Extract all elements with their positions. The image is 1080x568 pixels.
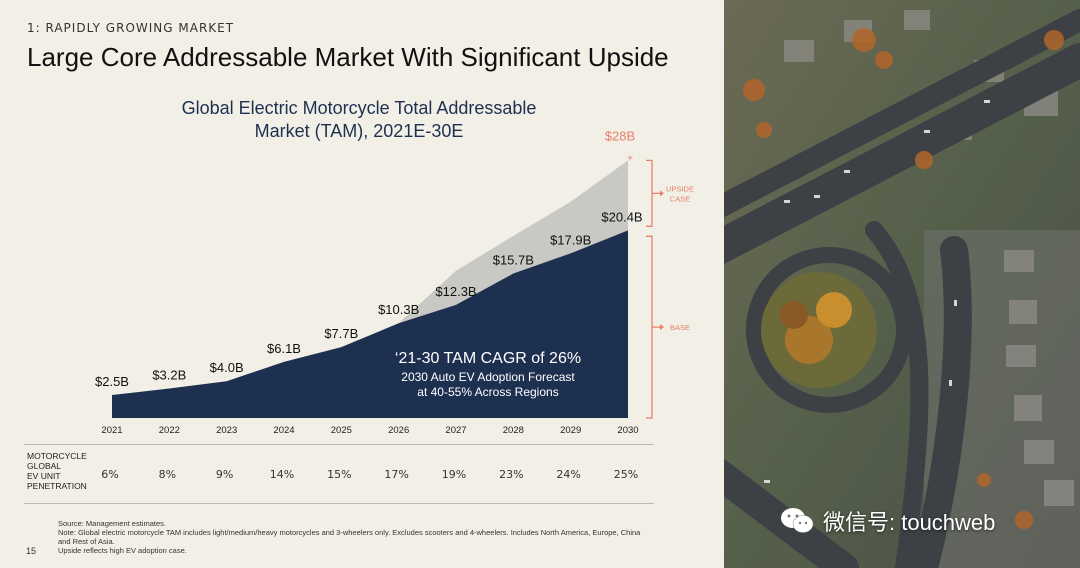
wechat-icon <box>781 508 814 533</box>
data-label: $6.1B <box>267 341 301 356</box>
penetration-label-line: MOTORCYCLE <box>27 451 87 461</box>
footnotes: Source: Management estimates. Note: Glob… <box>58 519 698 555</box>
chart-title-line-1: Global Electric Motorcycle Total Address… <box>182 98 537 118</box>
penetration-label: MOTORCYCLE GLOBAL EV UNIT PENETRATION <box>27 451 97 491</box>
penetration-value: 14% <box>269 468 295 481</box>
data-label: $3.2B <box>152 368 186 383</box>
data-label: $7.7B <box>324 326 358 341</box>
slide-title: Large Core Addressable Market With Signi… <box>27 42 669 72</box>
watermark: 微信号: touchweb <box>779 505 995 537</box>
penetration-value: 24% <box>556 468 581 481</box>
bracket-arrow <box>660 324 664 331</box>
data-label: $15.7B <box>493 253 534 268</box>
data-label: $2.5B <box>95 374 129 389</box>
bracket-base <box>646 235 660 419</box>
watermark-text: 微信号: touchweb <box>823 510 996 535</box>
section-label: 1: RAPIDLY GROWING MARKET <box>27 21 235 35</box>
chart-title-line-2: Market (TAM), 2021E-30E <box>255 121 464 141</box>
cagr-headline: ‘21-30 TAM CAGR of 26% <box>395 350 581 367</box>
footnote-source: Source: Management estimates. <box>58 519 166 528</box>
x-tick-label: 2029 <box>560 425 581 436</box>
aerial-photo-illustration <box>724 0 1080 568</box>
x-tick-label: 2022 <box>159 425 180 436</box>
penetration-value: 23% <box>499 468 524 481</box>
bracket-upside <box>646 159 660 227</box>
data-label: $10.3B <box>378 302 419 317</box>
penetration-label-line: GLOBAL <box>27 461 62 471</box>
penetration-value: 8% <box>158 468 177 481</box>
x-tick-label: 2023 <box>216 425 237 436</box>
data-label: $17.9B <box>550 232 591 247</box>
footnote-note-cont: and Rest of Asia. <box>58 537 115 546</box>
chart-layer: 2021 2022 2023 2024 2025 2026 2027 2028 2029 2030… <box>95 128 694 436</box>
upside-top-label: $28B <box>605 128 635 143</box>
x-tick-label: 2030 <box>617 425 638 436</box>
cagr-line-2: at 40-55% Across Regions <box>417 385 558 399</box>
base-area <box>112 230 628 418</box>
penetration-value: 9% <box>215 468 234 481</box>
upside-marker: + <box>627 153 633 164</box>
x-tick-label: 2028 <box>503 425 524 436</box>
penetration-table: MOTORCYCLE GLOBAL EV UNIT PENETRATION 6%… <box>24 444 654 504</box>
x-tick-label: 2025 <box>331 425 352 436</box>
bracket-arrow <box>660 190 664 197</box>
page-number: 15 <box>26 546 37 556</box>
penetration-label-line: EV UNIT <box>27 471 61 481</box>
data-label: $12.3B <box>435 284 476 299</box>
cagr-line-1: 2030 Auto EV Adoption Forecast <box>401 370 575 384</box>
bracket-label: CASE <box>670 194 690 203</box>
bracket-label: UPSIDE <box>666 184 694 193</box>
penetration-value: 6% <box>101 468 119 481</box>
penetration-value: 19% <box>441 468 467 481</box>
penetration-value: 17% <box>384 468 409 481</box>
penetration-value: 15% <box>327 468 352 481</box>
footnote-note: Note: Global electric motorcycle TAM inc… <box>58 528 641 537</box>
slide: 1: RAPIDLY GROWING MARKET Large Core Add… <box>24 21 698 556</box>
x-tick-label: 2027 <box>445 425 466 436</box>
bracket-label: BASE <box>670 323 690 332</box>
tam-area-chart: Global Electric Motorcycle Total Address… <box>95 98 694 436</box>
data-label: $4.0B <box>210 360 244 375</box>
penetration-label-line: PENETRATION <box>27 481 87 491</box>
footnote-upside: Upside reflects high EV adoption case. <box>58 546 187 555</box>
x-tick-label: 2021 <box>101 425 122 436</box>
x-tick-label: 2026 <box>388 425 409 436</box>
penetration-value: 25% <box>613 468 639 481</box>
aerial-highway-photo <box>724 0 1080 568</box>
data-label: $20.4B <box>601 209 642 224</box>
x-tick-label: 2024 <box>273 425 294 436</box>
